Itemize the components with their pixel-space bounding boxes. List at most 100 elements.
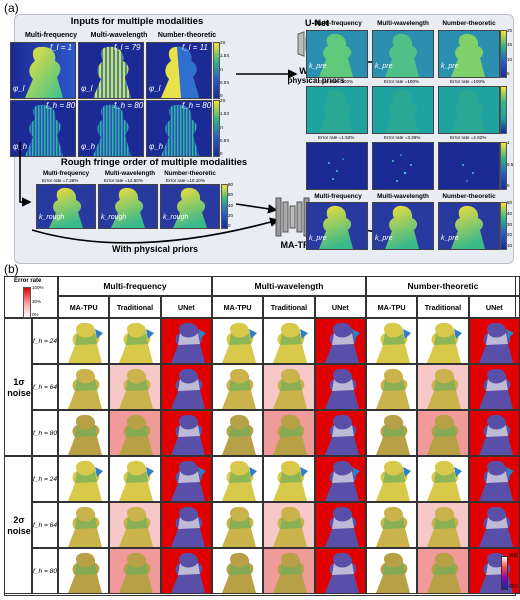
result-cell [263, 548, 315, 594]
matpu-label: MA-TPU [280, 240, 316, 250]
frequency-label: f_h = 64 [32, 364, 58, 410]
matpu-errmap-nt [438, 142, 500, 190]
bust-render [170, 506, 205, 547]
result-cell [58, 410, 110, 456]
phase-ticks-1: 2π 1.5π π 0.5π 0 [220, 40, 229, 98]
input-header-mw: Multi-wavelength [90, 32, 148, 39]
k-pre-5: k_pre [375, 235, 393, 242]
unet-error-mf: Error rate =100% [318, 79, 354, 84]
bust-render [68, 414, 102, 455]
unet-pred-mf [306, 30, 368, 78]
legend-tick: 100% [32, 285, 44, 290]
bust-render [427, 552, 462, 593]
result-cell [211, 364, 264, 410]
bust-render [170, 368, 205, 409]
tag-fl-mw: f_l = 79 [114, 43, 141, 52]
bust-render [478, 368, 513, 409]
pred-colorbar [500, 30, 507, 78]
phase-tick: 2π [220, 40, 226, 45]
result-cell [109, 548, 161, 594]
result-cell [211, 318, 264, 364]
group-header: Multi-frequency [58, 276, 212, 296]
tag-fl-nt: f_l = 11 [182, 43, 208, 52]
phase-tick: 1.5π [220, 53, 230, 59]
phase-tick: 0 [220, 93, 223, 98]
result-cell [417, 502, 469, 548]
bust-render [478, 460, 514, 501]
bust-render [324, 460, 360, 501]
bust-render [170, 322, 206, 363]
frequency-label: f_h = 24 [32, 456, 58, 502]
rough-title: Rough fringe order of multiple modalitie… [60, 157, 248, 168]
noise-level: 1σ [13, 377, 25, 387]
err-ticks: 1 0.5 0 [507, 140, 513, 188]
k-pre-2: k_pre [375, 63, 393, 70]
rough-order-mw [98, 184, 158, 229]
bust-render [170, 414, 205, 455]
bust-render [273, 414, 308, 455]
tag-fl-mf: f_l = 1 [50, 43, 73, 52]
bust-render [273, 506, 308, 547]
bust-render [427, 414, 462, 455]
depth-tick: -300 [507, 553, 518, 559]
final-colorbar [500, 202, 507, 250]
final-header-mf: Multi-frequency [314, 193, 362, 200]
rough-order-mf [36, 184, 96, 229]
result-cell [109, 364, 161, 410]
frequency-label: f_h = 64 [32, 502, 58, 548]
bust-render [375, 552, 410, 593]
rough-header-mf: Multi-frequency [42, 170, 90, 177]
pred-header-mf: Multi-frequency [314, 20, 362, 27]
final-tick: 20 [507, 232, 513, 238]
rough-order-nt [160, 184, 220, 229]
pred-header-nt: Number-theoretic [442, 20, 496, 27]
legend-tick: 0% [32, 312, 39, 317]
k-ticks: 80 60 40 20 0 [228, 182, 233, 228]
pred-tick: 20 [507, 28, 513, 33]
result-cell [417, 364, 469, 410]
k-pre-6: k_pre [441, 235, 459, 242]
result-cell [365, 548, 418, 594]
method-header: MA-TPU [211, 296, 264, 318]
bust-render [119, 460, 155, 501]
bust-render [324, 506, 359, 547]
bust-render [221, 368, 256, 409]
phi-l-mf: φ_l [13, 84, 25, 93]
result-cell [263, 456, 315, 502]
result-cell [58, 548, 110, 594]
k-tick: 40 [228, 202, 234, 208]
k-rough-nt: k_rough [163, 214, 189, 221]
final-tick: 50 [507, 200, 513, 205]
bust-render [273, 552, 308, 593]
errmap-colorbar-2 [500, 142, 507, 190]
phase-tick: 0 [220, 151, 223, 156]
k-rough-mw: k_rough [101, 214, 127, 221]
method-header: UNet [314, 296, 366, 318]
tag-fh-nt: f_h = 80 [182, 101, 212, 110]
result-cell [263, 502, 315, 548]
legend-tick: 30% [32, 298, 42, 304]
final-header-mw: Multi-wavelength [377, 193, 429, 200]
result-cell [58, 318, 110, 364]
matpu-error-mw: Error rate =3.26% [384, 135, 421, 140]
input-high-phase-nt [146, 100, 212, 157]
bust-render [375, 322, 411, 363]
bust-render [170, 460, 206, 501]
bust-render [68, 506, 102, 547]
pred-tick: 10 [507, 56, 513, 62]
phase-tick: π [220, 124, 224, 130]
bust-render [324, 368, 359, 409]
noise-word: noise [7, 526, 31, 536]
final-header-nt: Number-theoretic [442, 193, 496, 200]
k-tick: 0 [228, 223, 231, 228]
bust-render [324, 322, 360, 363]
matpu-pred-mw [372, 202, 434, 250]
matpu-errmap-mw [372, 142, 434, 190]
k-tick: 80 [228, 182, 234, 187]
method-header: UNet [160, 296, 212, 318]
bust-render [68, 552, 102, 593]
noise-word: noise [7, 388, 31, 398]
bust-render [119, 506, 154, 547]
result-cell [365, 364, 418, 410]
input-high-phase-mw [78, 100, 144, 157]
